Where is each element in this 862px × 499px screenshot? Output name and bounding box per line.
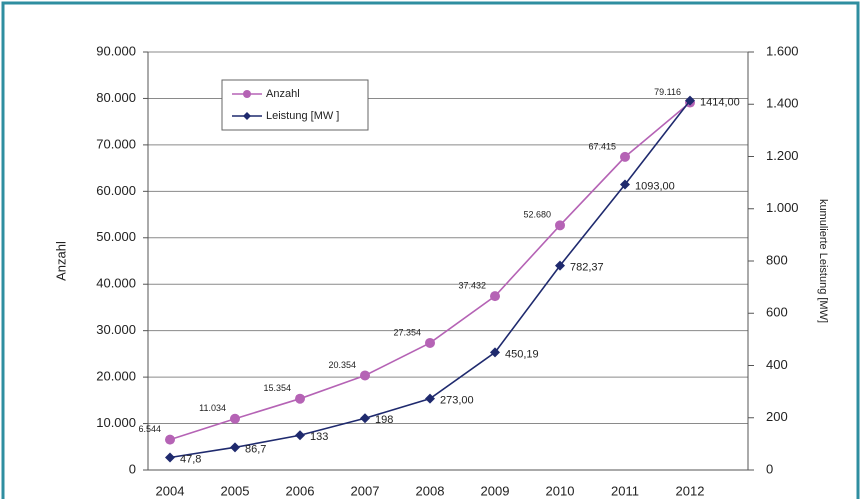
- marker: [165, 452, 175, 463]
- y-tick-label: 80.000: [96, 90, 136, 105]
- data-label: 450,19: [505, 348, 539, 360]
- y2-tick-label: 1.400: [766, 96, 799, 111]
- x-tick-label: 2008: [416, 483, 445, 498]
- data-label: 52.680: [523, 210, 551, 220]
- marker: [360, 370, 370, 381]
- x-tick-label: 2009: [481, 483, 510, 498]
- y2-tick-label: 1.000: [766, 200, 799, 215]
- data-label: 6.544: [138, 424, 161, 434]
- legend-marker: [243, 112, 251, 120]
- series-line: [169, 100, 691, 459]
- x-tick-label: 2010: [546, 483, 575, 498]
- y2-tick-label: 400: [766, 357, 788, 372]
- data-label: 133: [310, 431, 328, 443]
- marker: [230, 442, 240, 453]
- marker: [620, 151, 630, 162]
- data-label: 37.432: [458, 281, 486, 291]
- data-label: 273,00: [440, 395, 474, 407]
- legend-label: Leistung [MW ]: [266, 110, 339, 122]
- y-tick-label: 40.000: [96, 276, 136, 291]
- marker: [620, 179, 630, 190]
- x-tick-label: 2005: [221, 483, 250, 498]
- data-label: 198: [375, 414, 393, 426]
- legend-box: [221, 79, 369, 131]
- marker: [425, 337, 435, 348]
- y2-tick-label: 800: [766, 252, 788, 267]
- y-tick-label: 30.000: [96, 322, 136, 337]
- y2-tick-label: 0: [766, 461, 773, 476]
- marker: [295, 393, 305, 404]
- marker: [555, 220, 565, 231]
- data-label: 86,7: [245, 443, 266, 455]
- x-tick-label: 2007: [351, 483, 380, 498]
- y-axis-label: Anzahl: [53, 241, 68, 281]
- x-tick-label: 2004: [156, 483, 185, 498]
- y-tick-label: 60.000: [96, 183, 136, 198]
- marker: [490, 291, 500, 302]
- data-label: 27.354: [393, 327, 421, 337]
- marker: [555, 260, 565, 271]
- y-tick-label: 0: [129, 461, 136, 476]
- legend-marker: [243, 90, 251, 98]
- marker: [165, 434, 175, 445]
- data-label: 20.354: [328, 360, 356, 370]
- y-tick-label: 20.000: [96, 369, 136, 384]
- y2-axis-label: kumulierte Leistung [MW]: [817, 199, 829, 323]
- data-label: 67.415: [588, 141, 616, 151]
- y-tick-label: 70.000: [96, 136, 136, 151]
- y2-tick-label: 1.600: [766, 43, 799, 58]
- y-tick-label: 50.000: [96, 229, 136, 244]
- y2-tick-label: 200: [766, 409, 788, 424]
- y2-tick-label: 1.200: [766, 148, 799, 163]
- data-label: 15.354: [263, 383, 291, 393]
- marker: [360, 413, 370, 424]
- marker: [230, 413, 240, 424]
- x-tick-label: 2011: [611, 483, 639, 498]
- series-line: [169, 101, 691, 441]
- marker: [425, 393, 435, 404]
- data-label: 1414,00: [700, 96, 740, 108]
- y-tick-label: 90.000: [96, 43, 136, 58]
- marker: [685, 95, 695, 106]
- marker: [295, 430, 305, 441]
- marker: [490, 347, 500, 358]
- x-tick-label: 2012: [676, 483, 705, 498]
- y2-tick-label: 600: [766, 305, 788, 320]
- legend-label: Anzahl: [266, 88, 300, 100]
- data-label: 47,8: [180, 453, 201, 465]
- x-tick-label: 2006: [286, 483, 315, 498]
- data-label: 79.116: [654, 87, 681, 97]
- data-label: 1093,00: [635, 180, 675, 192]
- y-tick-label: 10.000: [96, 415, 136, 430]
- data-label: 11.034: [199, 403, 226, 413]
- data-label: 782,37: [570, 262, 604, 274]
